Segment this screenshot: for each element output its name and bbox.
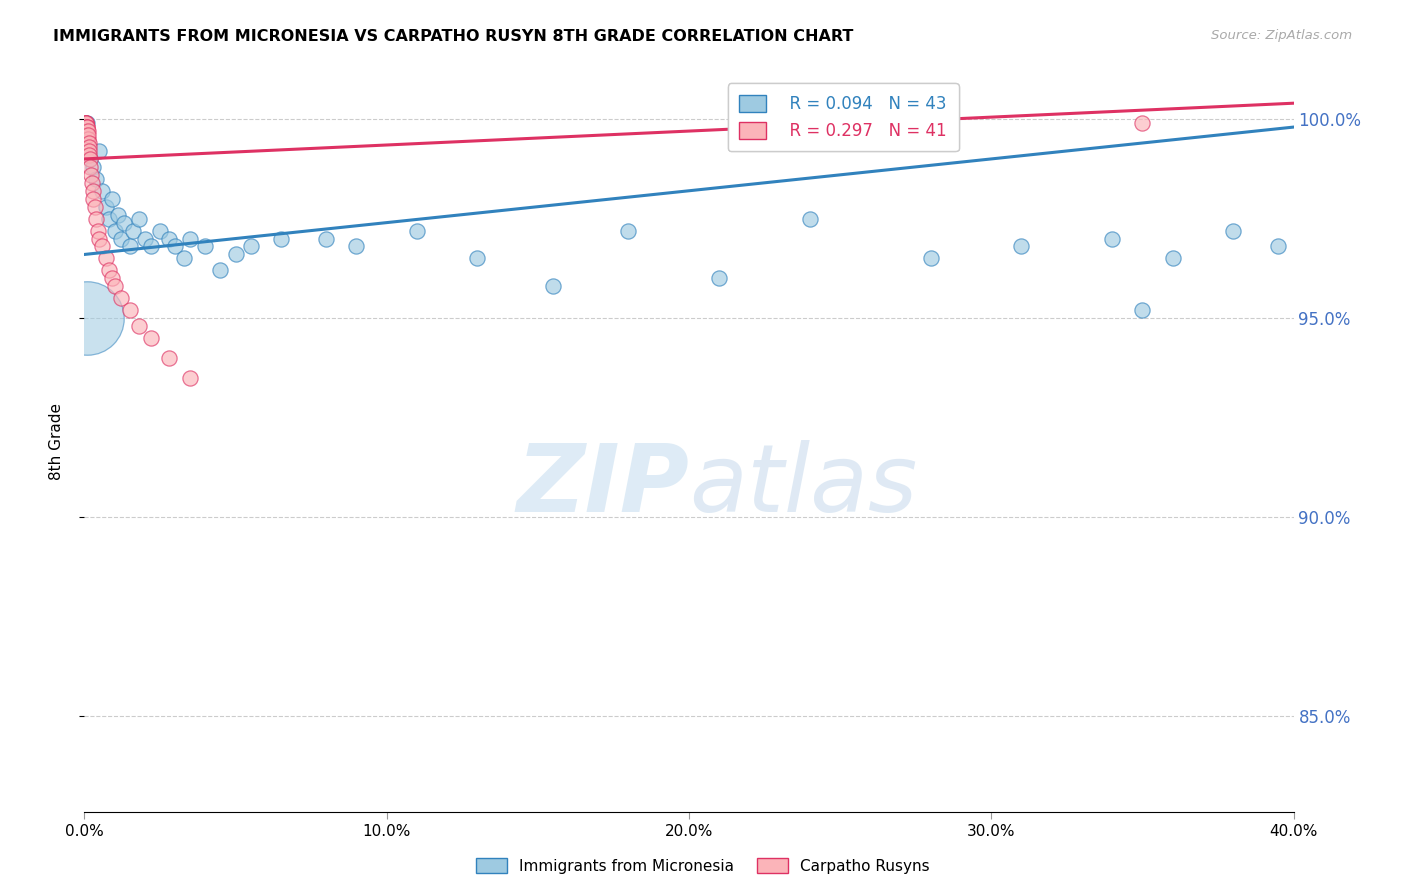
Point: [121, 223, 143, 237]
Point: [91, 239, 114, 253]
Point: [149, 223, 172, 237]
Point: [82, 160, 104, 174]
Point: [76, 116, 98, 130]
Point: [77, 136, 100, 150]
Point: [76, 124, 98, 138]
Point: [157, 351, 180, 365]
Point: [179, 231, 201, 245]
Point: [76, 128, 98, 142]
Point: [80, 176, 103, 190]
Point: [157, 231, 180, 245]
Point: [406, 223, 429, 237]
Point: [75, 116, 97, 130]
Point: [89, 144, 111, 158]
Point: [87, 223, 110, 237]
Point: [112, 216, 135, 230]
Point: [1222, 223, 1244, 237]
Point: [79, 152, 101, 166]
Point: [1101, 231, 1123, 245]
Point: [346, 239, 368, 253]
Point: [194, 239, 217, 253]
Point: [80, 168, 103, 182]
Point: [165, 239, 187, 253]
Point: [139, 239, 162, 253]
Point: [118, 303, 141, 318]
Point: [86, 211, 108, 226]
Point: [77, 132, 100, 146]
Point: [86, 171, 108, 186]
Point: [617, 223, 640, 237]
Text: IMMIGRANTS FROM MICRONESIA VS CARPATHO RUSYN 8TH GRADE CORRELATION CHART: IMMIGRANTS FROM MICRONESIA VS CARPATHO R…: [53, 29, 853, 44]
Point: [104, 223, 127, 237]
Point: [104, 279, 127, 293]
Point: [75, 116, 97, 130]
Point: [134, 231, 156, 245]
Point: [75, 120, 97, 134]
Point: [1130, 303, 1153, 318]
Text: Source: ZipAtlas.com: Source: ZipAtlas.com: [1212, 29, 1353, 42]
Text: ZIP: ZIP: [516, 440, 689, 532]
Point: [118, 239, 141, 253]
Point: [73, 116, 96, 130]
Y-axis label: 8th Grade: 8th Grade: [49, 403, 63, 480]
Point: [91, 184, 114, 198]
Point: [173, 252, 195, 266]
Point: [467, 252, 489, 266]
Point: [209, 263, 232, 277]
Point: [920, 252, 942, 266]
Point: [94, 252, 117, 266]
Point: [75, 120, 97, 134]
Point: [107, 208, 129, 222]
Point: [94, 200, 117, 214]
Legend: Immigrants from Micronesia, Carpatho Rusyns: Immigrants from Micronesia, Carpatho Rus…: [471, 852, 935, 880]
Point: [79, 160, 101, 174]
Point: [225, 247, 247, 261]
Point: [77, 140, 100, 154]
Point: [315, 231, 337, 245]
Point: [110, 291, 132, 305]
Point: [76, 124, 98, 138]
Point: [75, 124, 97, 138]
Point: [76, 120, 98, 134]
Point: [77, 144, 100, 158]
Point: [77, 128, 100, 142]
Point: [1161, 252, 1184, 266]
Point: [84, 200, 107, 214]
Legend:   R = 0.094   N = 43,   R = 0.297   N = 41: R = 0.094 N = 43, R = 0.297 N = 41: [728, 83, 959, 152]
Point: [128, 211, 150, 226]
Point: [76, 116, 98, 130]
Point: [179, 371, 201, 385]
Point: [79, 148, 101, 162]
Point: [799, 211, 821, 226]
Point: [100, 271, 122, 285]
Point: [709, 271, 731, 285]
Point: [128, 319, 150, 334]
Point: [97, 263, 120, 277]
Point: [76, 311, 98, 326]
Point: [89, 231, 111, 245]
Point: [79, 152, 101, 166]
Text: atlas: atlas: [689, 441, 917, 532]
Point: [1267, 239, 1289, 253]
Point: [82, 184, 104, 198]
Point: [100, 192, 122, 206]
Point: [541, 279, 564, 293]
Point: [97, 211, 120, 226]
Point: [1130, 116, 1153, 130]
Point: [1011, 239, 1033, 253]
Point: [75, 120, 97, 134]
Point: [139, 331, 162, 345]
Point: [76, 120, 98, 134]
Point: [82, 192, 104, 206]
Point: [110, 231, 132, 245]
Point: [239, 239, 262, 253]
Point: [270, 231, 292, 245]
